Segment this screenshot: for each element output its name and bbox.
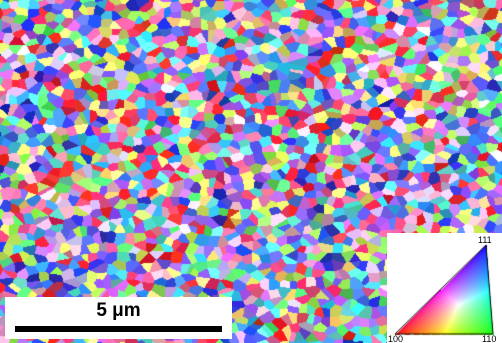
ipf-label-100: 100 [388, 334, 404, 343]
ipf-label-111: 111 [478, 235, 492, 245]
ipf-triangle [387, 233, 502, 343]
scale-bar: 5 μm [5, 297, 232, 339]
ipf-label-110: 110 [482, 334, 497, 343]
ipf-color-key: 111 100 110 [387, 233, 502, 343]
scale-bar-label: 5 μm [96, 300, 141, 321]
scale-bar-line [15, 326, 222, 332]
